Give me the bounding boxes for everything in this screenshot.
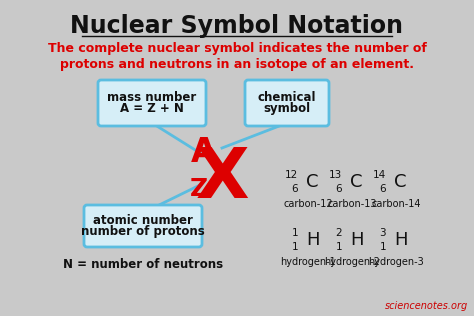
Text: 6: 6 [379,184,386,194]
Text: hydrogen-3: hydrogen-3 [368,257,424,267]
Text: sciencenotes.org: sciencenotes.org [385,301,468,311]
FancyBboxPatch shape [98,80,206,126]
Text: C: C [350,173,363,191]
FancyBboxPatch shape [84,205,202,247]
Text: number of protons: number of protons [81,225,205,238]
Text: A: A [191,136,217,168]
Text: N = number of neutrons: N = number of neutrons [63,258,223,271]
FancyBboxPatch shape [245,80,329,126]
Text: X: X [195,144,249,211]
Text: 1: 1 [379,242,386,252]
Text: 1: 1 [292,228,298,238]
Text: 2: 2 [336,228,342,238]
Text: The complete nuclear symbol indicates the number of: The complete nuclear symbol indicates th… [47,42,427,55]
Text: C: C [306,173,319,191]
Text: 12: 12 [285,170,298,180]
Text: Nuclear Symbol Notation: Nuclear Symbol Notation [71,14,403,38]
Text: 1: 1 [336,242,342,252]
Text: carbon-14: carbon-14 [371,199,421,209]
Text: 14: 14 [373,170,386,180]
Text: 1: 1 [292,242,298,252]
Text: atomic number: atomic number [93,214,193,227]
Text: 6: 6 [336,184,342,194]
Text: C: C [394,173,407,191]
Text: Z: Z [190,177,208,201]
Text: protons and neutrons in an isotope of an element.: protons and neutrons in an isotope of an… [60,58,414,71]
Text: 3: 3 [379,228,386,238]
Text: H: H [394,231,408,249]
Text: 13: 13 [329,170,342,180]
Text: symbol: symbol [264,102,310,115]
Text: H: H [350,231,364,249]
Text: hydrogen-2: hydrogen-2 [324,257,380,267]
Text: chemical: chemical [258,91,316,104]
Text: H: H [306,231,319,249]
Text: mass number: mass number [108,91,197,104]
Text: 6: 6 [292,184,298,194]
Text: hydrogen-1: hydrogen-1 [280,257,336,267]
Text: carbon-12: carbon-12 [283,199,333,209]
Text: A = Z + N: A = Z + N [120,102,184,115]
Text: carbon-13: carbon-13 [327,199,377,209]
